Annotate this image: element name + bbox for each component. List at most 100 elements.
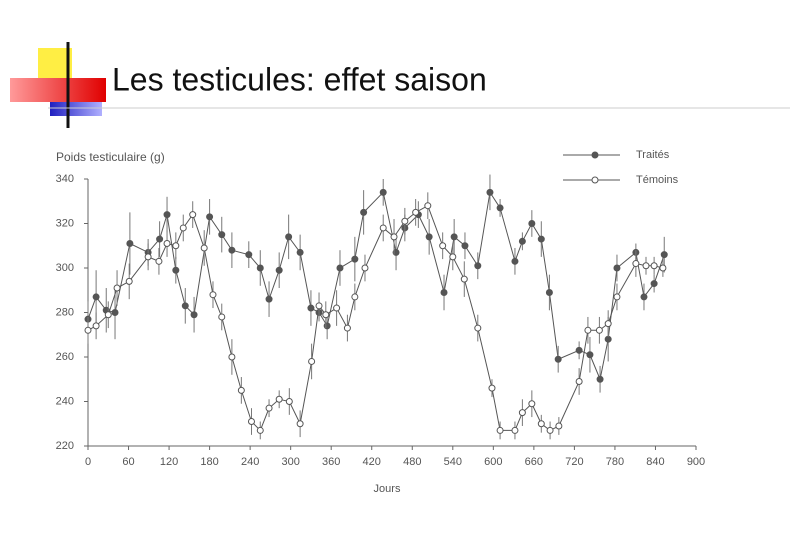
x-tick-label: 720: [565, 456, 583, 468]
data-point: [228, 246, 236, 254]
data-point: [315, 302, 323, 310]
x-axis-label: Jours: [374, 483, 401, 495]
data-point: [228, 353, 236, 361]
data-point: [237, 386, 245, 394]
data-point: [256, 264, 264, 272]
data-point: [511, 426, 519, 434]
x-tick-label: 600: [484, 456, 502, 468]
x-tick-label: 240: [241, 456, 259, 468]
data-point: [474, 262, 482, 270]
data-point: [379, 188, 387, 196]
x-tick-label: 120: [160, 456, 178, 468]
legend-marker: [591, 151, 599, 159]
data-point: [575, 346, 583, 354]
data-point: [650, 262, 658, 270]
data-point: [126, 240, 134, 248]
data-point: [92, 293, 100, 301]
data-point: [642, 262, 650, 270]
data-point: [439, 242, 447, 250]
data-point: [461, 242, 469, 250]
x-tick-label: 540: [444, 456, 462, 468]
data-point: [323, 322, 331, 330]
series-line: [87, 190, 665, 381]
data-point: [296, 248, 304, 256]
data-point: [163, 211, 171, 219]
data-point: [189, 211, 197, 219]
x-tick-label: 60: [122, 456, 134, 468]
data-point: [584, 326, 592, 334]
data-point: [104, 311, 112, 319]
y-tick-label: 340: [56, 173, 74, 185]
data-point: [125, 277, 133, 285]
data-point: [144, 253, 152, 261]
data-point: [209, 291, 217, 299]
data-point: [401, 217, 409, 225]
data-point: [275, 395, 283, 403]
data-point: [449, 253, 457, 261]
data-point: [351, 255, 359, 263]
data-point: [218, 231, 226, 239]
data-point: [390, 233, 398, 241]
x-tick-label: 840: [646, 456, 664, 468]
y-tick-label: 300: [56, 262, 74, 274]
data-point: [360, 208, 368, 216]
data-point: [351, 293, 359, 301]
data-point: [450, 233, 458, 241]
data-point: [460, 275, 468, 283]
data-point: [595, 326, 603, 334]
data-point: [265, 295, 273, 303]
data-point: [575, 377, 583, 385]
data-point: [296, 420, 304, 428]
y-tick-label: 240: [56, 395, 74, 407]
y-tick-label: 220: [56, 440, 74, 452]
data-point: [181, 302, 189, 310]
data-point: [156, 235, 164, 243]
data-point: [285, 398, 293, 405]
data-point: [172, 242, 180, 250]
x-tick-label: 0: [85, 456, 91, 468]
data-point: [545, 288, 553, 296]
data-point: [613, 264, 621, 272]
data-point: [586, 351, 594, 359]
data-point: [322, 311, 330, 319]
data-point: [604, 320, 612, 328]
data-point: [379, 224, 387, 232]
data-point: [555, 422, 563, 430]
deco-yellow: [38, 48, 72, 81]
x-tick-label: 660: [525, 456, 543, 468]
data-point: [206, 213, 214, 221]
data-point: [247, 418, 255, 426]
legend-marker: [591, 176, 599, 184]
data-point: [84, 326, 92, 334]
x-tick-label: 900: [687, 456, 705, 468]
data-point: [660, 251, 668, 259]
data-point: [245, 251, 253, 259]
data-point: [496, 204, 504, 212]
data-point: [200, 244, 208, 252]
data-point: [336, 264, 344, 272]
data-point: [632, 260, 640, 268]
data-point: [412, 208, 420, 216]
y-tick-label: 260: [56, 351, 74, 363]
data-point: [265, 404, 273, 412]
y-axis-label: Poids testiculaire (g): [56, 150, 165, 164]
data-point: [275, 266, 283, 274]
data-point: [111, 309, 119, 316]
data-point: [113, 284, 121, 292]
data-point: [361, 264, 369, 272]
data-point: [307, 304, 315, 312]
data-point: [546, 426, 554, 434]
data-point: [554, 355, 562, 363]
data-point: [596, 375, 604, 383]
data-point: [496, 426, 504, 434]
data-point: [179, 224, 187, 232]
data-point: [392, 248, 400, 256]
data-point: [155, 257, 163, 265]
data-point: [537, 235, 545, 243]
data-point: [256, 426, 264, 434]
data-point: [440, 288, 448, 296]
data-point: [285, 233, 293, 241]
data-point: [528, 400, 536, 408]
data-point: [488, 384, 496, 392]
